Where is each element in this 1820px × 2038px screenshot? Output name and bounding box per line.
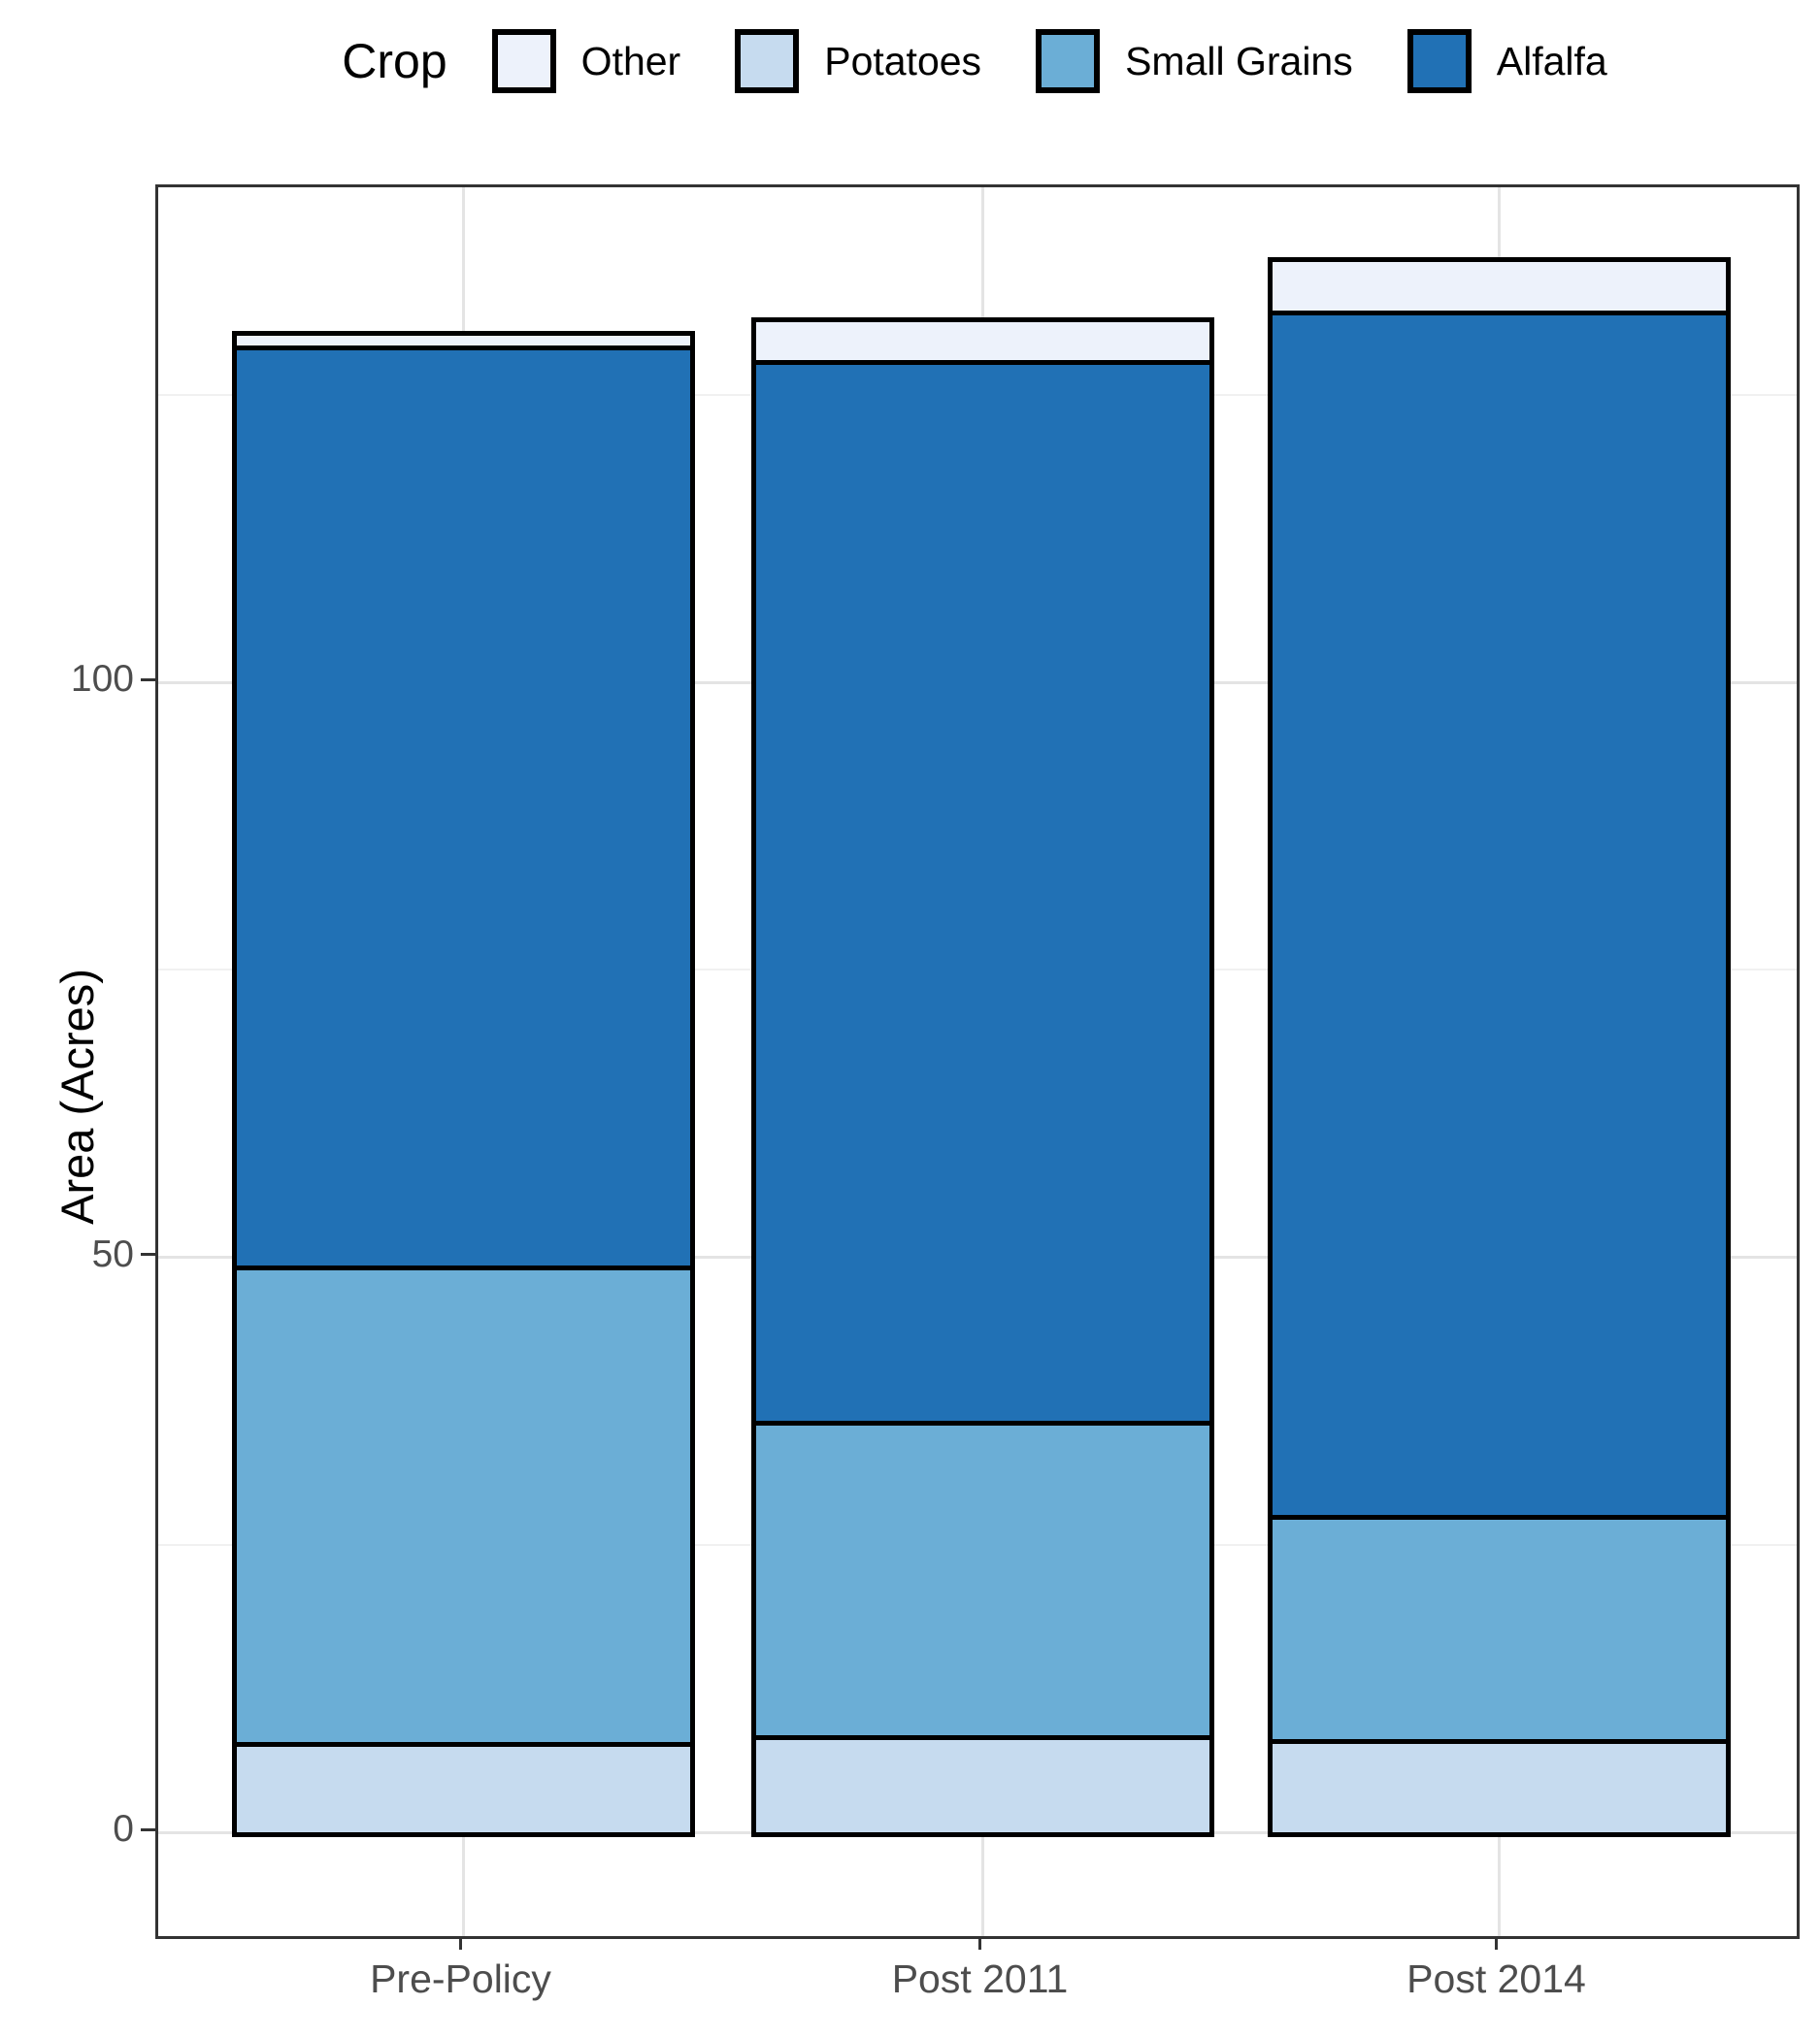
bar-segment xyxy=(1273,1743,1726,1832)
y-tick-mark xyxy=(141,1827,155,1831)
legend-title: Crop xyxy=(342,34,447,88)
x-tick-label: Post 2011 xyxy=(891,1956,1069,2001)
x-tick-mark xyxy=(978,1936,981,1950)
plot-panel xyxy=(155,184,1800,1939)
y-tick-mark xyxy=(141,677,155,681)
legend-label: Potatoes xyxy=(824,38,982,83)
bar-segment xyxy=(237,349,690,1270)
legend-label: Small Grains xyxy=(1125,38,1353,83)
y-tick-mark xyxy=(141,1253,155,1256)
legend-swatch xyxy=(1406,29,1472,93)
y-tick-label: 0 xyxy=(113,1808,134,1850)
y-axis-title: Area (Acres) xyxy=(51,969,103,1225)
x-tick-mark xyxy=(459,1936,462,1950)
legend-item: Alfalfa xyxy=(1406,29,1607,93)
x-tick-label: Pre-Policy xyxy=(370,1956,551,2001)
bar-segment xyxy=(756,1740,1209,1832)
bar-segment xyxy=(756,1425,1209,1741)
bar-segment xyxy=(1273,1519,1726,1744)
x-tick-label: Post 2014 xyxy=(1406,1956,1586,2001)
bar-segment xyxy=(1273,262,1726,315)
bar-segment xyxy=(237,336,690,350)
y-tick-label: 50 xyxy=(91,1233,134,1275)
bar-segment xyxy=(237,1269,690,1748)
legend-swatch xyxy=(1036,29,1101,93)
bar-segment xyxy=(756,322,1209,365)
bar-segment xyxy=(237,1747,690,1832)
bar xyxy=(1268,257,1731,1837)
legend-label: Alfalfa xyxy=(1496,38,1607,83)
legend-item: Potatoes xyxy=(735,29,981,93)
legend-label: Other xyxy=(580,38,681,83)
legend: Crop Other Potatoes Small Grains Alfalfa xyxy=(155,17,1794,105)
bar-segment xyxy=(1273,314,1726,1520)
bar-segment xyxy=(756,364,1209,1426)
bar xyxy=(751,317,1214,1837)
bar xyxy=(232,331,695,1837)
legend-swatch xyxy=(735,29,800,93)
legend-swatch xyxy=(491,29,556,93)
y-tick-label: 100 xyxy=(70,658,134,700)
legend-item: Small Grains xyxy=(1036,29,1353,93)
legend-item: Other xyxy=(491,29,681,93)
x-tick-mark xyxy=(1495,1936,1498,1950)
